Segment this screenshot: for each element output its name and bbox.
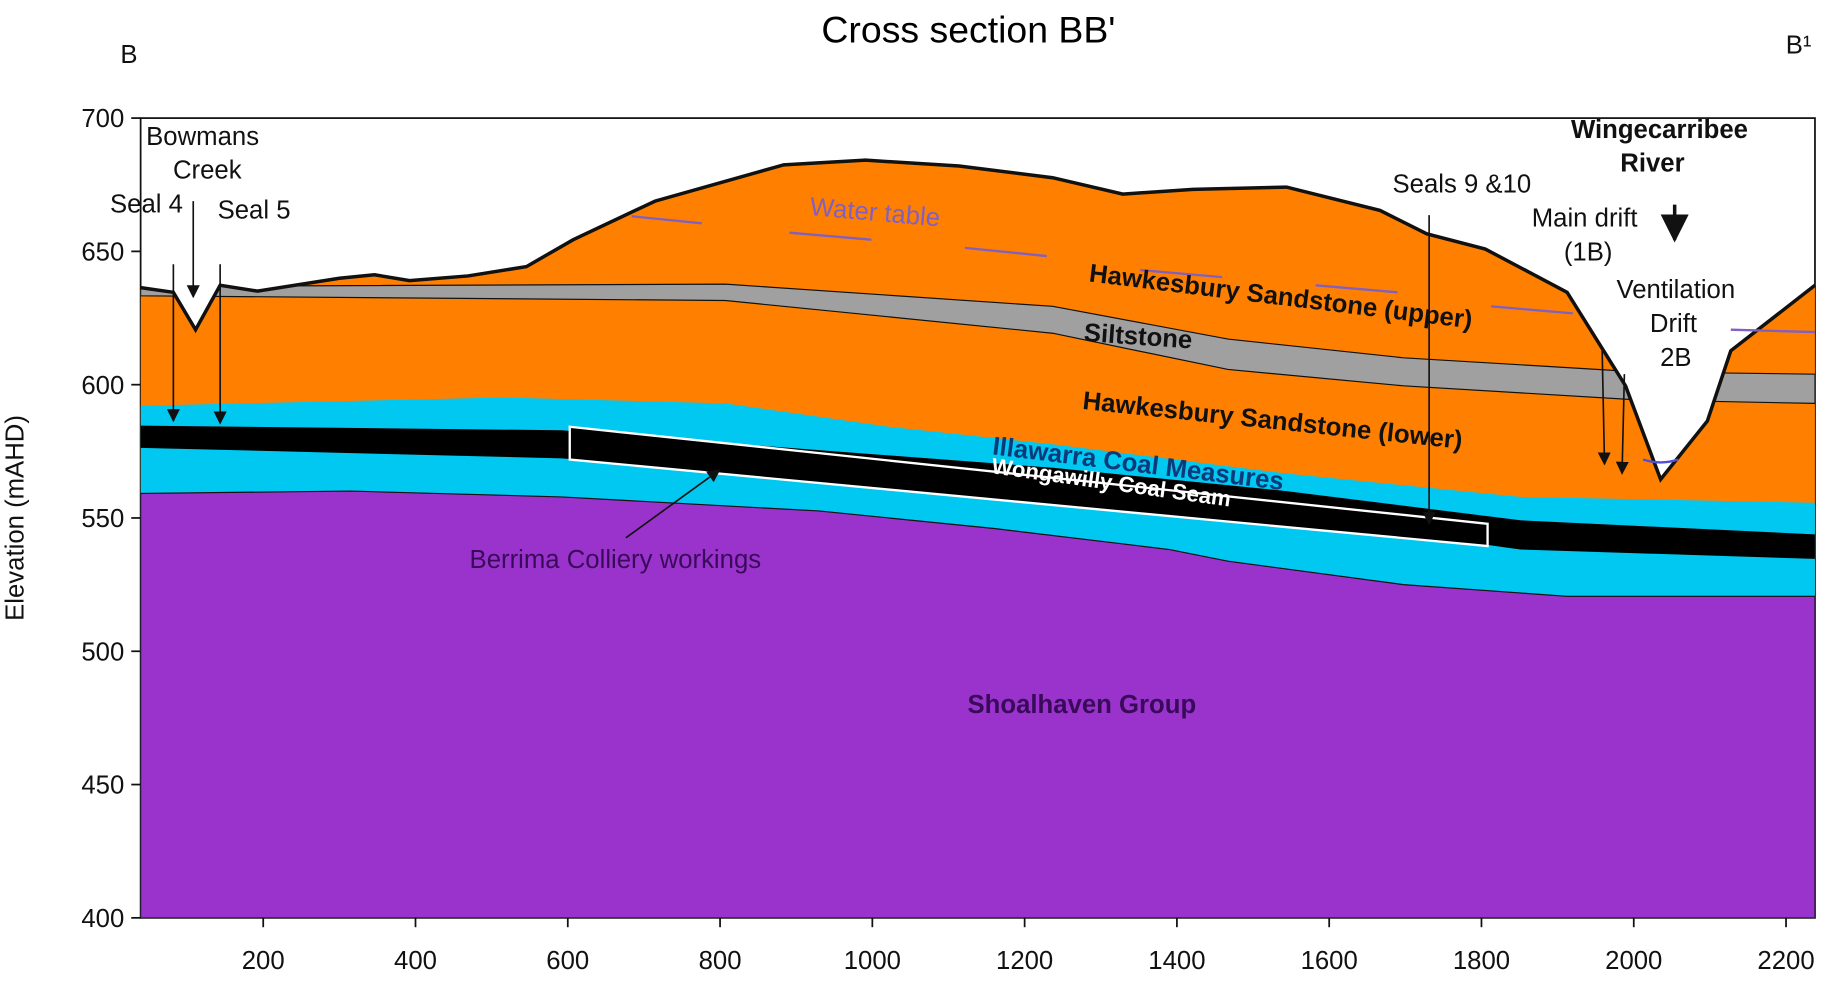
y-tick-label: 700	[81, 105, 124, 133]
water-table-line	[631, 215, 1816, 334]
y-tick-label: 450	[81, 772, 124, 800]
siltstone-layer	[140, 283, 1815, 404]
label: Wingecarribee	[1571, 116, 1748, 144]
y-tick-label: 400	[81, 905, 124, 933]
corner-label: B¹	[1786, 32, 1812, 60]
label: River	[1620, 150, 1684, 178]
x-tick-label: 1000	[844, 947, 901, 975]
shoalhaven-layer	[140, 490, 1815, 918]
x-tick-label: 800	[699, 947, 742, 975]
y-axis-label: Elevation (mAHD)	[1, 415, 29, 621]
x-tick-label: 600	[546, 947, 589, 975]
label: Creek	[173, 157, 242, 185]
label: Bowmans	[146, 123, 259, 151]
label: Ventilation	[1616, 276, 1735, 304]
x-tick-label: 200	[242, 947, 285, 975]
x-tick-label: 2200	[1757, 947, 1814, 975]
x-tick-label: 2000	[1605, 947, 1662, 975]
arrows	[166, 201, 1689, 539]
label: Main drift	[1532, 205, 1638, 233]
y-tick-label: 550	[81, 505, 124, 533]
x-tick-label: 1400	[1148, 947, 1205, 975]
y-tick-label: 650	[81, 239, 124, 267]
y-tick-label: 500	[81, 638, 124, 666]
x-tick-label: 1800	[1453, 947, 1510, 975]
label: 2B	[1660, 344, 1691, 372]
corner-label: B	[120, 41, 137, 69]
colliery-workings	[568, 425, 1489, 548]
x-tick-label: 400	[394, 947, 437, 975]
x-tick-label: 1600	[1301, 947, 1358, 975]
label: Seal 4	[110, 191, 183, 219]
y-tick-label: 600	[81, 372, 124, 400]
label: Seal 5	[218, 196, 291, 224]
x-tick-label: 1200	[996, 947, 1053, 975]
label: Drift	[1650, 310, 1697, 338]
label: (1B)	[1564, 239, 1613, 267]
label: Berrima Colliery workings	[470, 546, 762, 574]
title: Cross section BB'	[821, 9, 1115, 51]
label: Seals 9 &10	[1393, 171, 1532, 199]
label: Shoalhaven Group	[968, 691, 1197, 719]
ground-surface	[140, 158, 1817, 483]
river-water	[1642, 458, 1679, 464]
